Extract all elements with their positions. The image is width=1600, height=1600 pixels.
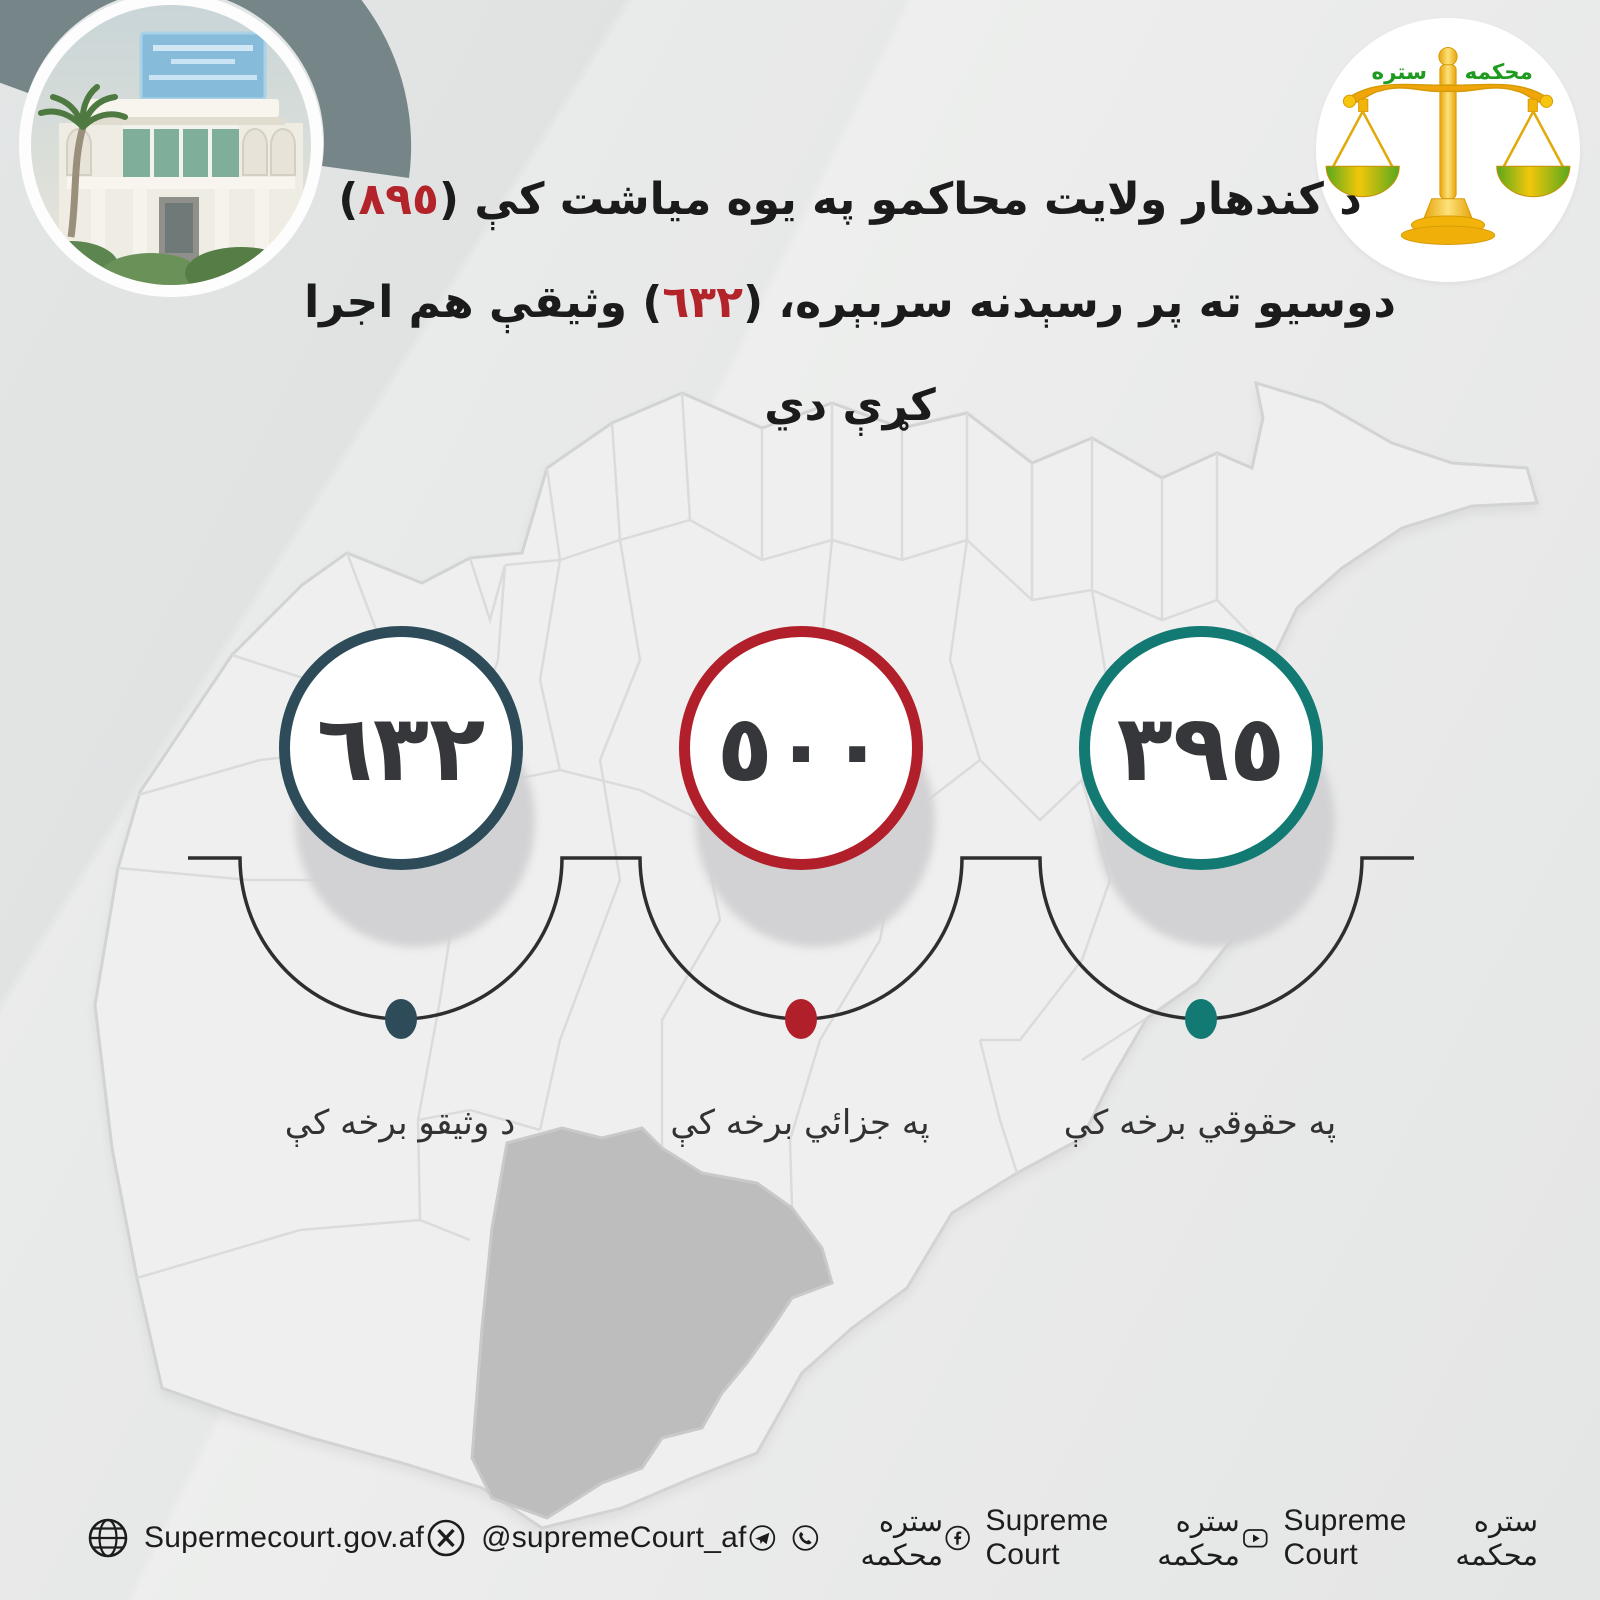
globe-icon bbox=[88, 1518, 128, 1558]
footer-facebook[interactable]: Supreme Court ستره محکمه bbox=[943, 1504, 1240, 1572]
footer-social-bar: Supermecourt.gov.af @supremeCourt_af ستر… bbox=[85, 1504, 1538, 1572]
facebook-icon bbox=[945, 1525, 970, 1551]
palm-tree bbox=[67, 126, 87, 238]
kandahar-province-highlight bbox=[470, 1126, 834, 1520]
footer-x-account[interactable]: @supremeCourt_af bbox=[424, 1516, 746, 1560]
stat-value-civil: ٣٩٥ bbox=[1116, 694, 1286, 802]
youtube-icon bbox=[1242, 1529, 1268, 1548]
stat-circle-civil: ٣٩٥ bbox=[1079, 626, 1323, 870]
footer-youtube[interactable]: Supreme Court ستره محکمه bbox=[1240, 1504, 1538, 1572]
headline-line-1: د کندهار ولایت محاکمو په یوه میاشت کې (٨… bbox=[338, 174, 1362, 225]
headline: د کندهار ولایت محاکمو په یوه میاشت کې (٨… bbox=[280, 148, 1420, 457]
dot-civil bbox=[1185, 999, 1217, 1039]
stat-label-civil: په حقوقي برخه کې bbox=[1063, 1103, 1337, 1143]
logo-word-right: محکمه bbox=[1465, 60, 1533, 85]
cases-total-number: ٨٩٥ bbox=[358, 174, 439, 225]
scales-of-justice-icon bbox=[1325, 46, 1571, 245]
telegram-icon bbox=[749, 1525, 775, 1551]
x-icon bbox=[427, 1519, 465, 1557]
headline-line-3: کړې دي bbox=[764, 380, 936, 431]
stat-value-deeds: ٦٣٢ bbox=[316, 694, 486, 802]
stat-label-criminal: په جزائي برخه کې bbox=[670, 1103, 930, 1143]
headline-line-2: دوسیو ته پر رسېدنه سربېره، (٦٣٢) وثیقې ه… bbox=[304, 277, 1396, 328]
dot-deeds bbox=[385, 999, 417, 1039]
whatsapp-icon bbox=[792, 1525, 819, 1551]
court-building-photo bbox=[31, 5, 311, 285]
stat-label-deeds: د وثیقو برخه کې bbox=[284, 1103, 516, 1143]
dot-criminal bbox=[785, 999, 817, 1039]
stat-value-criminal: ٥٠٠ bbox=[716, 694, 886, 802]
footer-messengers[interactable]: ستره محکمه bbox=[747, 1504, 944, 1572]
stat-circle-deeds: ٦٣٢ bbox=[279, 626, 523, 870]
stat-circle-criminal: ٥٠٠ bbox=[679, 626, 923, 870]
logo-word-left: ستره bbox=[1372, 60, 1428, 85]
footer-website[interactable]: Supermecourt.gov.af bbox=[85, 1515, 424, 1561]
deeds-number: ٦٣٢ bbox=[662, 277, 743, 328]
supreme-court-logo: ستره محکمه bbox=[1316, 18, 1580, 282]
